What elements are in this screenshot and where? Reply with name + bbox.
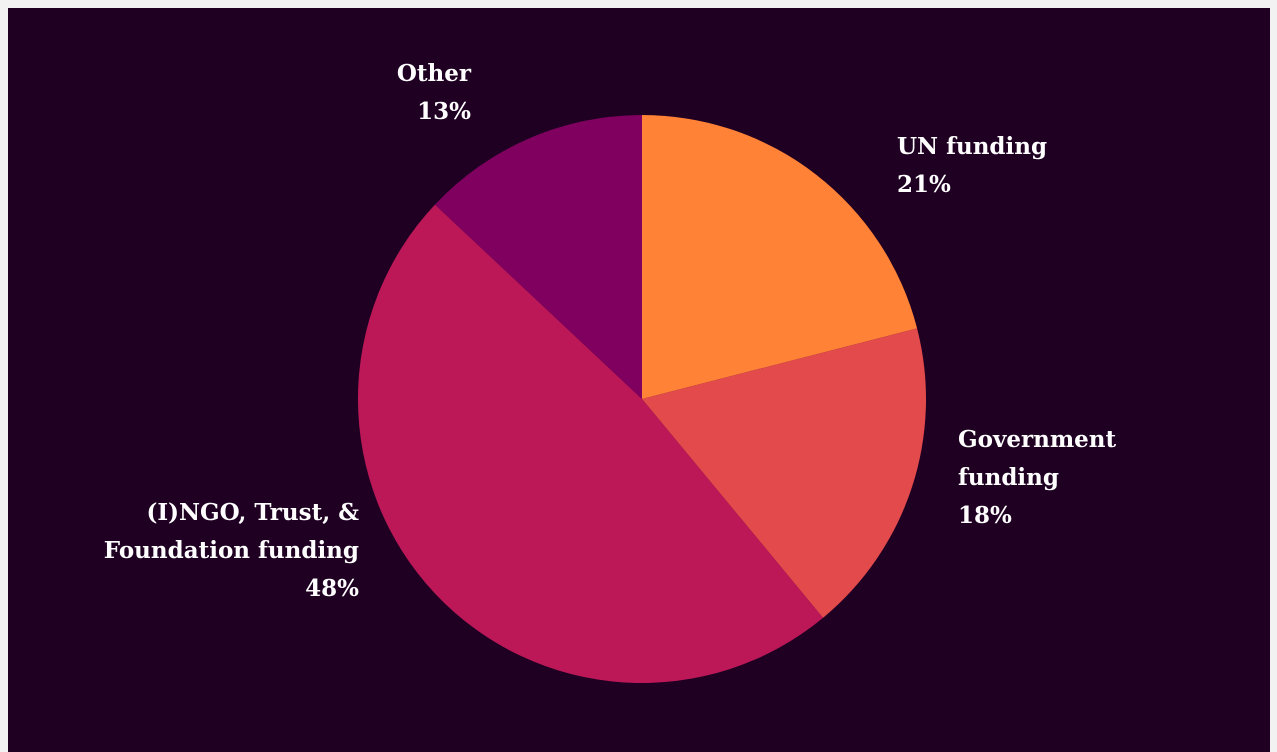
slice-label-government-line-1: Government [958,426,1117,453]
pie-slice-other [434,115,642,399]
slice-label-government: Government funding 18% [958,421,1116,535]
pie-slice-un [642,115,918,399]
slice-label-other-line-1: Other [396,60,471,87]
pie-slice-ingo [357,204,824,684]
slice-label-ingo-line-2: Foundation funding [103,537,359,564]
slice-label-ingo-line-1: (I)NGO, Trust, & [146,499,359,526]
slice-label-other: Other 13% [397,55,471,131]
slice-label-un: UN funding 21% [897,128,1047,204]
slice-pct-government: 18% [958,502,1012,529]
slice-pct-ingo: 48% [305,575,359,602]
slice-label-un-line-1: UN funding [897,133,1048,160]
slice-label-ingo: (I)NGO, Trust, & Foundation funding 48% [104,494,359,608]
pie-slice-gov [642,328,927,618]
slice-pct-other: 13% [417,98,471,125]
slice-label-government-line-2: funding [958,464,1059,491]
slice-pct-un: 21% [897,171,951,198]
